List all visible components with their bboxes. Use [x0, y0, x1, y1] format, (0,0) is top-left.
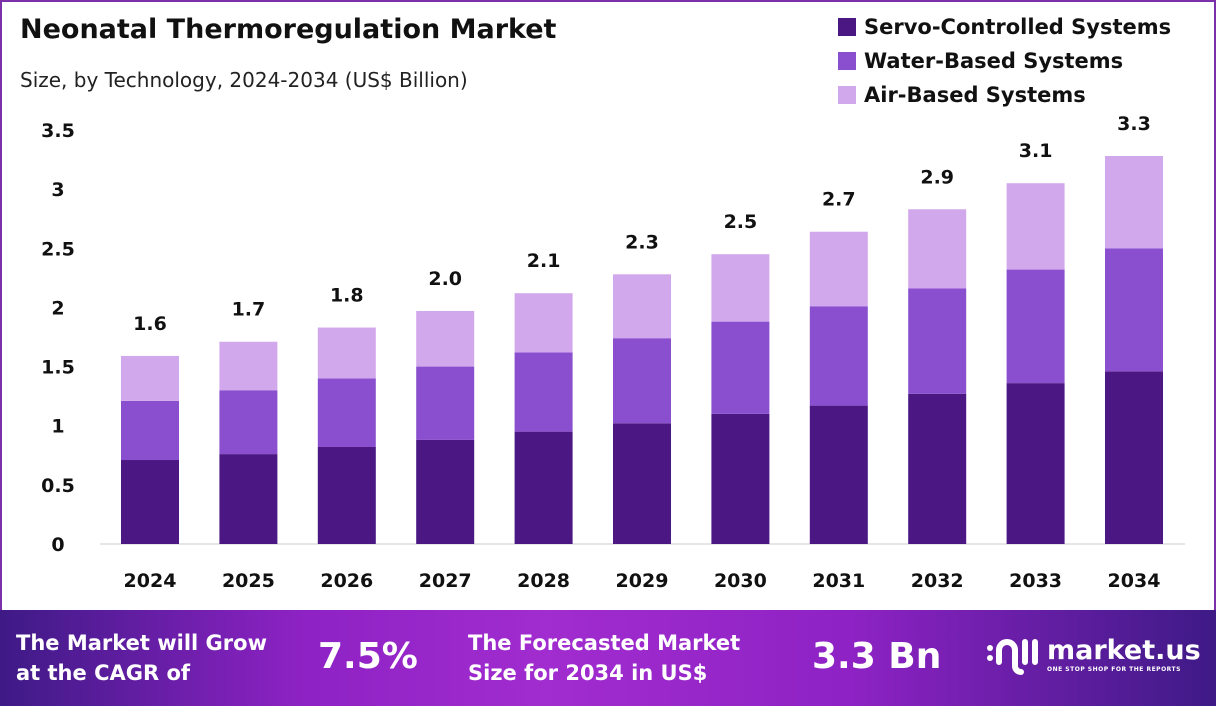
total-label: 1.6	[133, 313, 167, 335]
legend-swatch	[838, 18, 856, 36]
logo-tagline: ONE STOP SHOP FOR THE REPORTS	[1047, 666, 1181, 673]
footer-banner: The Market will Grow at the CAGR of 7.5%…	[0, 610, 1216, 706]
y-tick-label: 3.5	[41, 120, 75, 142]
bar-segment	[514, 293, 573, 353]
total-label: 3.3	[1117, 113, 1151, 135]
total-label: 2.7	[822, 189, 856, 211]
bar-segment	[1105, 248, 1163, 372]
bar-segment	[219, 341, 278, 391]
bar-segment	[1006, 383, 1065, 544]
logo-icon	[987, 639, 1038, 675]
x-tick-label: 2033	[1009, 570, 1062, 592]
y-tick-label: 1.5	[41, 357, 75, 379]
forecast-label: The Forecasted Market Size for 2034 in U…	[468, 628, 740, 688]
forecast-label-line: The Forecasted Market	[468, 631, 741, 655]
logo-name: market.us	[1047, 635, 1201, 666]
y-tick-label: 2	[51, 297, 64, 319]
total-label: 2.0	[428, 268, 462, 290]
x-tick-label: 2029	[616, 570, 669, 592]
legend-item-air: Air-Based Systems	[838, 78, 1171, 112]
forecast-value: 3.3 Bn	[812, 636, 942, 677]
legend-label: Air-Based Systems	[864, 83, 1086, 107]
bar-segment	[317, 378, 376, 448]
total-label: 2.9	[920, 166, 954, 188]
chart-title: Neonatal Thermoregulation Market	[20, 14, 557, 45]
chart-subtitle: Size, by Technology, 2024-2034 (US$ Bill…	[20, 68, 468, 92]
legend-swatch	[838, 86, 856, 104]
x-tick-label: 2031	[812, 570, 865, 592]
cagr-label-line: at the CAGR of	[16, 661, 191, 685]
bar-segment	[1006, 183, 1065, 270]
bar-segment	[219, 454, 278, 544]
bar-chart: 0 0.5 1 1.5 2 2.5 3 3.5 1.6 2024 1.7 2025 1.8 2026 2.0…	[41, 113, 1185, 592]
legend: Servo-Controlled Systems Water-Based Sys…	[838, 10, 1171, 112]
bar-segment	[317, 447, 376, 544]
x-tick-label: 2030	[714, 570, 767, 592]
total-label: 1.8	[330, 285, 364, 307]
bar-segment	[711, 321, 770, 414]
cagr-value: 7.5%	[318, 636, 418, 677]
bar-segment	[416, 310, 475, 367]
bar-segment	[121, 355, 179, 401]
legend-swatch	[838, 52, 856, 70]
y-tick-label: 0	[51, 534, 64, 556]
total-label: 2.3	[625, 231, 659, 253]
legend-item-water: Water-Based Systems	[838, 44, 1171, 78]
bar-segment	[416, 366, 475, 440]
bar-segment	[711, 254, 770, 322]
y-tick-label: 3	[51, 179, 64, 201]
cagr-label: The Market will Grow at the CAGR of	[16, 628, 267, 688]
total-label: 2.5	[724, 211, 758, 233]
forecast-label-line: Size for 2034 in US$	[468, 661, 708, 685]
x-tick-label: 2034	[1108, 570, 1161, 592]
bar-segment	[613, 338, 671, 424]
x-tick-label: 2032	[911, 570, 964, 592]
x-tick-label: 2027	[419, 570, 472, 592]
market-us-logo: market.us ONE STOP SHOP FOR THE REPORTS	[985, 632, 1201, 676]
bar-segment	[1105, 156, 1163, 249]
bar-segment	[514, 352, 573, 432]
bar-segment	[908, 393, 967, 544]
x-tick-label: 2028	[517, 570, 570, 592]
x-tick-label: 2026	[320, 570, 373, 592]
y-tick-label: 0.5	[41, 475, 75, 497]
total-label: 1.7	[232, 299, 266, 321]
bar-segment	[809, 231, 868, 307]
y-tick-label: 2.5	[41, 238, 75, 260]
bar-segment	[908, 209, 967, 289]
legend-label: Servo-Controlled Systems	[864, 15, 1172, 39]
bar-segment	[1006, 269, 1065, 384]
bar-segment	[809, 405, 868, 544]
bar-segment	[121, 400, 179, 461]
bar-segment	[317, 327, 376, 379]
bar-segment	[711, 413, 770, 544]
bar-segment	[613, 423, 671, 544]
total-label: 2.1	[527, 250, 561, 272]
bar-segment	[416, 439, 475, 544]
x-tick-label: 2024	[124, 570, 177, 592]
bar-segment	[121, 460, 179, 544]
bar-segment	[219, 390, 278, 455]
bar-segment	[514, 431, 573, 544]
cagr-label-line: The Market will Grow	[16, 631, 267, 655]
bar-segment	[809, 306, 868, 406]
total-label: 3.1	[1019, 140, 1053, 162]
bar-segment	[613, 274, 671, 339]
legend-label: Water-Based Systems	[864, 49, 1124, 73]
x-tick-label: 2025	[222, 570, 275, 592]
legend-item-servo: Servo-Controlled Systems	[838, 10, 1171, 44]
y-tick-label: 1	[51, 416, 64, 438]
bar-segment	[908, 288, 967, 394]
bar-segment	[1105, 371, 1163, 544]
